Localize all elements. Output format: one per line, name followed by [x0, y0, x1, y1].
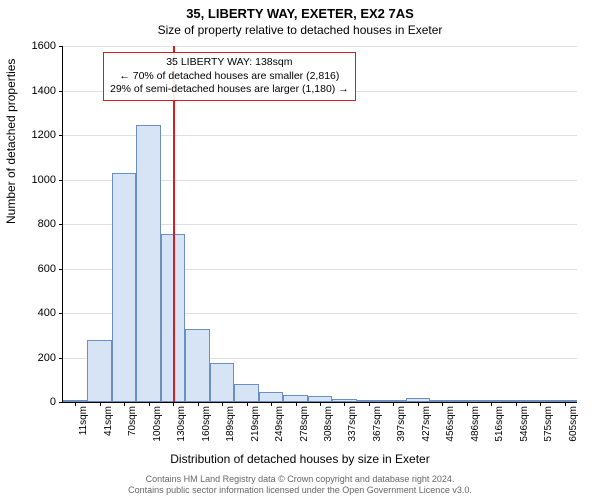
- bar: [136, 125, 160, 402]
- ytick-label: 1000: [16, 174, 56, 186]
- xtick-mark: [247, 402, 248, 406]
- ytick-mark: [59, 358, 63, 359]
- ytick-mark: [59, 135, 63, 136]
- gridline: [63, 46, 577, 47]
- xtick-mark: [565, 402, 566, 406]
- ytick-mark: [59, 313, 63, 314]
- xtick-mark: [149, 402, 150, 406]
- bar: [234, 384, 258, 402]
- bar: [308, 396, 332, 402]
- xtick-mark: [198, 402, 199, 406]
- bar: [112, 173, 136, 402]
- xtick-mark: [75, 402, 76, 406]
- xtick-label: 278sqm: [299, 406, 310, 442]
- bar: [259, 392, 283, 402]
- bar: [63, 400, 87, 402]
- xtick-mark: [393, 402, 394, 406]
- xtick-label: 249sqm: [274, 406, 285, 442]
- bar: [528, 400, 552, 402]
- ytick-label: 1200: [16, 129, 56, 141]
- xtick-mark: [491, 402, 492, 406]
- xtick-label: 100sqm: [152, 406, 163, 442]
- xtick-label: 11sqm: [78, 406, 89, 435]
- xtick-mark: [344, 402, 345, 406]
- ytick-label: 200: [16, 352, 56, 364]
- xtick-label: 41sqm: [103, 406, 114, 436]
- xtick-label: 397sqm: [396, 406, 407, 442]
- xtick-label: 189sqm: [225, 406, 236, 442]
- xtick-mark: [296, 402, 297, 406]
- page-subtitle: Size of property relative to detached ho…: [0, 21, 600, 37]
- xtick-mark: [173, 402, 174, 406]
- xtick-label: 70sqm: [127, 406, 138, 436]
- footer-line1: Contains HM Land Registry data © Crown c…: [0, 474, 600, 485]
- ytick-mark: [59, 269, 63, 270]
- xtick-mark: [418, 402, 419, 406]
- xtick-mark: [516, 402, 517, 406]
- bar: [185, 329, 209, 402]
- xtick-label: 130sqm: [176, 406, 187, 442]
- xtick-label: 337sqm: [347, 406, 358, 442]
- xtick-label: 427sqm: [421, 406, 432, 442]
- xtick-label: 605sqm: [568, 406, 579, 442]
- ytick-label: 1400: [16, 85, 56, 97]
- bar: [332, 399, 356, 402]
- ytick-label: 400: [16, 307, 56, 319]
- xtick-mark: [100, 402, 101, 406]
- xtick-label: 219sqm: [250, 406, 261, 442]
- bar: [479, 400, 503, 402]
- x-axis-label: Distribution of detached houses by size …: [0, 452, 600, 466]
- annotation-line3: 29% of semi-detached houses are larger (…: [110, 83, 349, 97]
- ytick-label: 1600: [16, 40, 56, 52]
- ytick-mark: [59, 91, 63, 92]
- bar: [357, 400, 381, 402]
- annotation-line1: 35 LIBERTY WAY: 138sqm: [110, 56, 349, 70]
- xtick-mark: [467, 402, 468, 406]
- bar: [430, 400, 454, 402]
- annotation-line2: ← 70% of detached houses are smaller (2,…: [110, 70, 349, 84]
- footer-attribution: Contains HM Land Registry data © Crown c…: [0, 474, 600, 497]
- xtick-mark: [442, 402, 443, 406]
- xtick-mark: [320, 402, 321, 406]
- ytick-mark: [59, 402, 63, 403]
- bar: [455, 400, 479, 402]
- xtick-label: 516sqm: [494, 406, 505, 442]
- chart-plot-area: 11sqm41sqm70sqm100sqm130sqm160sqm189sqm2…: [62, 46, 577, 403]
- xtick-label: 160sqm: [201, 406, 212, 442]
- xtick-mark: [369, 402, 370, 406]
- xtick-label: 308sqm: [323, 406, 334, 442]
- xtick-mark: [540, 402, 541, 406]
- xtick-mark: [124, 402, 125, 406]
- xtick-label: 546sqm: [519, 406, 530, 442]
- xtick-mark: [222, 402, 223, 406]
- bar: [553, 400, 577, 402]
- xtick-label: 367sqm: [372, 406, 383, 442]
- bar: [504, 400, 528, 402]
- ytick-mark: [59, 180, 63, 181]
- xtick-label: 486sqm: [470, 406, 481, 442]
- bar: [406, 398, 430, 402]
- bar: [210, 363, 234, 402]
- bar: [87, 340, 111, 402]
- xtick-label: 575sqm: [543, 406, 554, 442]
- y-axis-label: Number of detached properties: [4, 59, 18, 224]
- ytick-mark: [59, 224, 63, 225]
- xtick-mark: [271, 402, 272, 406]
- ytick-label: 800: [16, 218, 56, 230]
- xtick-label: 456sqm: [445, 406, 456, 442]
- bar: [283, 395, 307, 402]
- ytick-label: 0: [16, 396, 56, 408]
- ytick-label: 600: [16, 263, 56, 275]
- ytick-mark: [59, 46, 63, 47]
- annotation-box: 35 LIBERTY WAY: 138sqm← 70% of detached …: [103, 52, 356, 101]
- bar: [381, 400, 405, 402]
- footer-line2: Contains public sector information licen…: [0, 485, 600, 496]
- page-title-address: 35, LIBERTY WAY, EXETER, EX2 7AS: [0, 0, 600, 21]
